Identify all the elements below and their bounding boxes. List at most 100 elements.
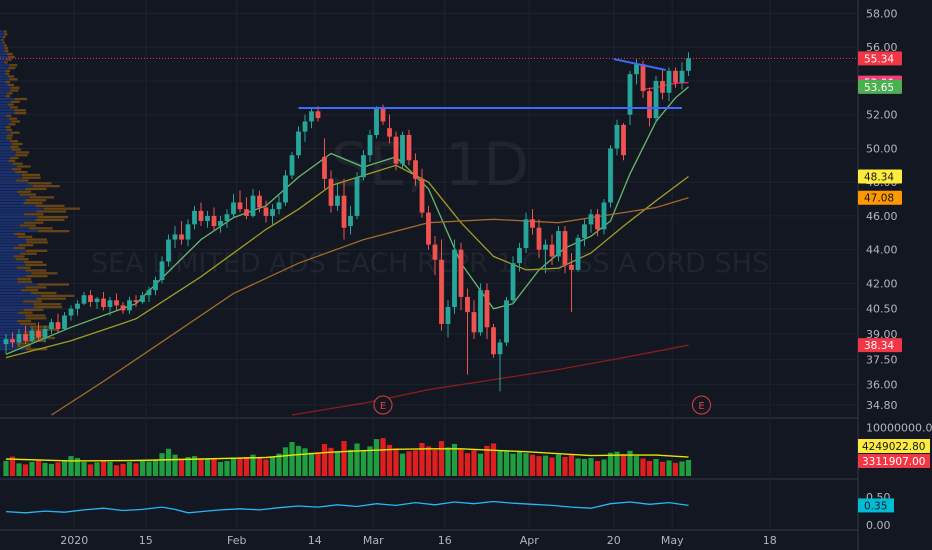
volume-bar <box>165 448 172 476</box>
volume-bar <box>607 452 614 476</box>
candle-body <box>673 70 678 83</box>
candle-body <box>94 298 100 302</box>
volume-bar <box>367 446 373 476</box>
candle-body <box>393 136 399 164</box>
volume-badge-label: 3311907.00 <box>862 456 925 468</box>
volume-profile-bar-up <box>0 140 10 143</box>
time-tick-label: Feb <box>227 534 246 547</box>
volume-profile-bar-down <box>16 151 30 154</box>
candle-body <box>49 322 54 329</box>
volume-profile-bar-down <box>11 148 21 151</box>
volume-profile-bar-up <box>0 311 18 314</box>
volume-profile-bar-down <box>4 33 8 36</box>
volume-profile-bar-up <box>0 38 3 42</box>
volume-profile-bar-down <box>2 35 6 39</box>
volume-profile-bar-up <box>0 176 23 179</box>
time-tick-label: 18 <box>763 534 777 547</box>
volume-profile-bar-down <box>38 229 70 233</box>
candle-body <box>172 234 178 240</box>
candle-body <box>679 70 685 83</box>
volume-profile-bar-up <box>0 218 36 222</box>
candle-body <box>211 215 217 227</box>
price-tick-label: 58.00 <box>866 7 898 20</box>
candle-body <box>614 124 620 149</box>
volume-profile-bar-down <box>37 215 69 219</box>
volume-profile-bar-up <box>0 274 27 278</box>
volume-profile-bar-up <box>0 142 13 146</box>
volume-bar <box>243 457 250 476</box>
volume-profile-bar-down <box>25 263 47 267</box>
volume-profile-bar-up <box>0 190 18 193</box>
candle-body <box>205 215 210 221</box>
volume-bar <box>133 463 139 476</box>
volume-profile-bar-up <box>0 249 27 252</box>
volume-profile-bar-up <box>0 72 6 75</box>
candle-body <box>432 244 438 260</box>
watermark-ticker: SE, 1D <box>331 130 530 200</box>
candle-body <box>42 328 48 338</box>
volume-bar <box>685 459 692 476</box>
volume-bar <box>3 460 9 476</box>
candle-body <box>367 134 373 156</box>
volume-bar <box>380 438 386 476</box>
trendlines <box>298 58 682 109</box>
earnings-marker <box>373 395 393 415</box>
candle-body <box>588 214 594 225</box>
volume-profile-bar-up <box>0 35 3 39</box>
volume-profile-bar-up <box>0 204 36 207</box>
volume-profile-bar-up <box>0 289 22 292</box>
volume-profile-bar-down <box>4 50 9 53</box>
volume-profile-bar-down <box>16 165 31 168</box>
volume-bar <box>646 460 653 476</box>
candle-body <box>146 290 152 296</box>
candle-body <box>445 307 451 324</box>
candle-body <box>244 209 249 216</box>
volume-bar <box>666 460 672 476</box>
volume-bar <box>178 458 185 476</box>
earnings-marker-label: E <box>380 401 386 412</box>
price-tick-label: 46.00 <box>866 210 898 223</box>
candle-body <box>75 303 80 309</box>
volume-bar <box>146 461 152 476</box>
candle-body <box>107 300 113 308</box>
volume-profile-bar-up <box>0 33 5 36</box>
price-badge-label: 38.34 <box>864 340 894 352</box>
volume-profile-bar-up <box>0 106 10 109</box>
volume-profile-bar-up <box>0 182 29 185</box>
volume-profile-bar-down <box>23 260 43 264</box>
volume-profile-bar-down <box>10 86 20 89</box>
price-tick-label: 44.00 <box>866 244 898 257</box>
volume-profile-bar-up <box>0 232 14 236</box>
candle-body <box>575 237 581 270</box>
volume-profile-bar-down <box>3 44 8 47</box>
volume-profile-bar-down <box>22 173 41 177</box>
volume-profile-bar-down <box>13 246 26 250</box>
volume-bar <box>406 451 412 476</box>
volume-bar <box>536 456 542 476</box>
candle-body <box>36 330 41 338</box>
trendline-flag-top <box>613 58 666 71</box>
candle-body <box>159 261 165 281</box>
volume-profile-bar-down <box>7 134 13 137</box>
volume-profile-bar-up <box>0 89 11 92</box>
volume-profile-bar-up <box>0 114 7 118</box>
volume-bar <box>113 465 120 476</box>
price-badge <box>858 51 902 66</box>
volume-profile-bar-down <box>13 232 26 236</box>
candle-body <box>627 74 633 115</box>
volume-profile-bar-up <box>0 185 33 188</box>
volume-bar <box>172 454 178 476</box>
volume-profile-bar-down <box>7 52 13 56</box>
volume-profile-bar-down <box>14 111 27 115</box>
volume-bar <box>191 456 198 476</box>
price-badge <box>858 338 902 353</box>
volume-profile-bar-up <box>0 83 8 87</box>
volume-bar <box>282 447 289 476</box>
volume-profile-bar-up <box>0 241 27 244</box>
price-badge <box>858 190 902 205</box>
volume-profile-bar-up <box>0 134 8 137</box>
volume-profile-bar-up <box>0 266 17 269</box>
candle-body <box>3 339 9 345</box>
volume-profile-bar-up <box>0 260 24 264</box>
